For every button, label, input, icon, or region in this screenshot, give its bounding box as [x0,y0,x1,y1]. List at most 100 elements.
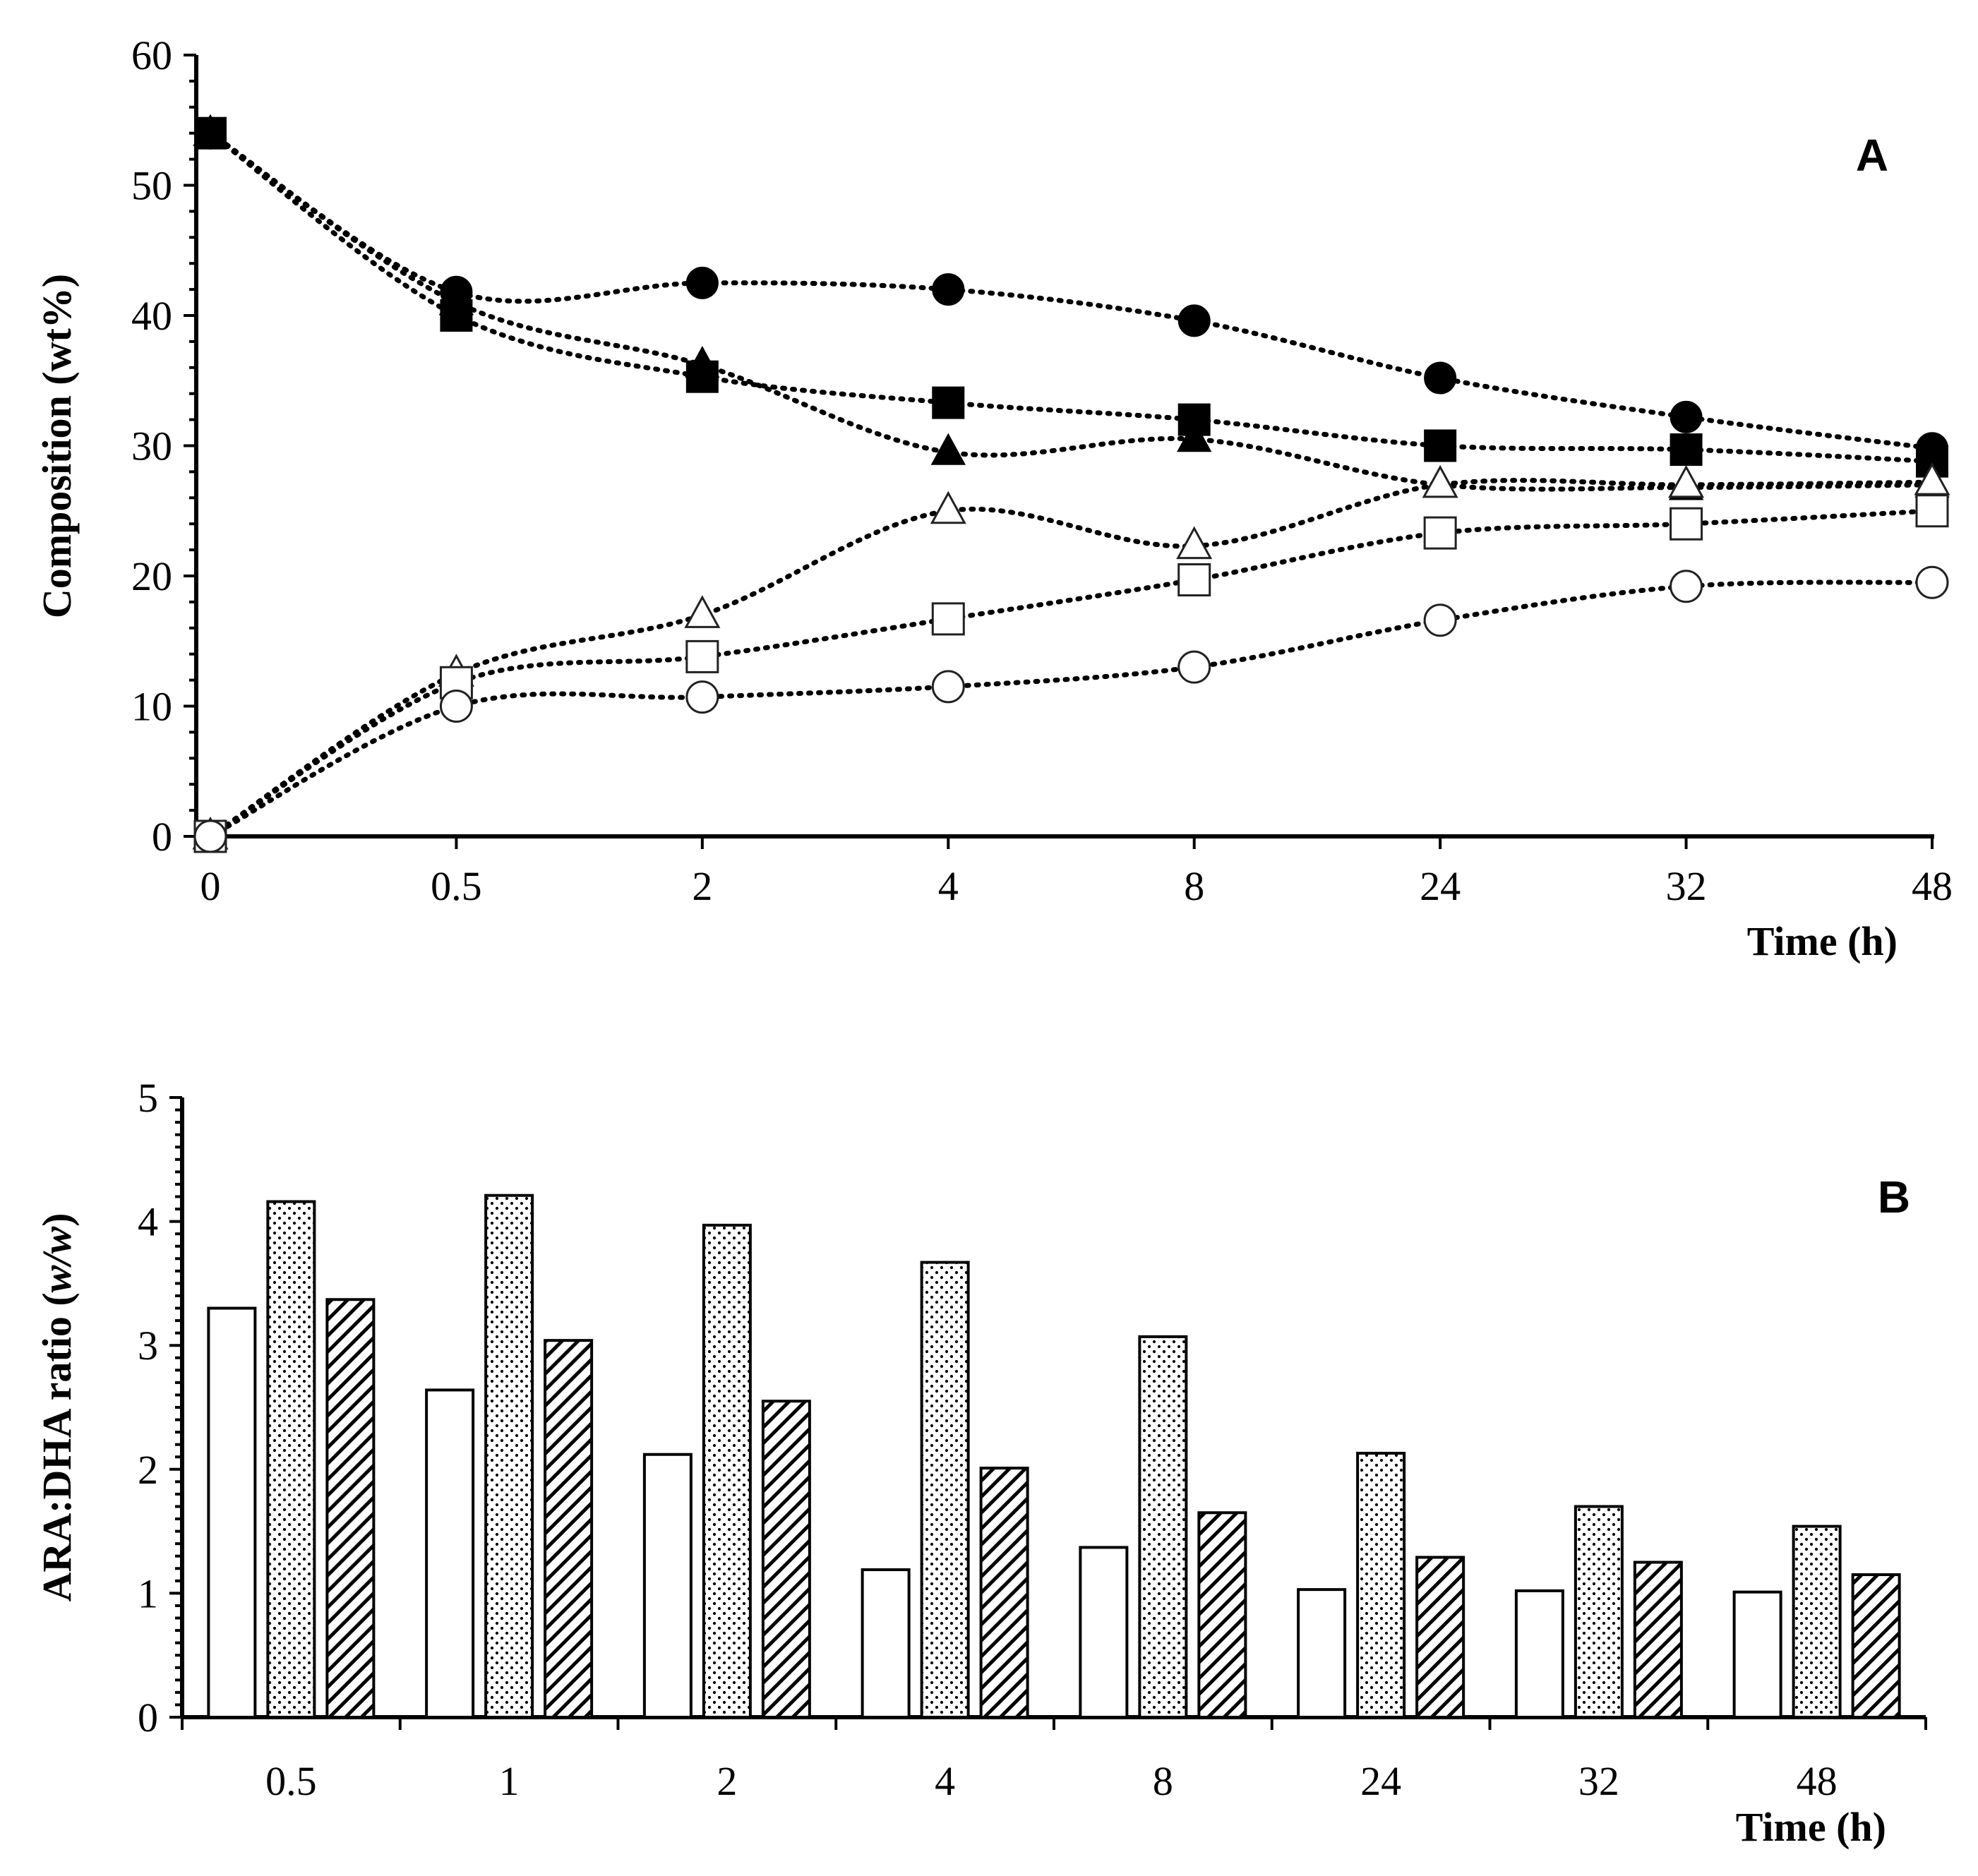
data-point-filled-circle [1177,304,1211,337]
panel-b-x-tick-label: 48 [1797,1758,1838,1804]
data-point-open-circle [1670,570,1703,603]
panel-a-y-tick-label: 60 [131,32,172,78]
data-point-filled-triangle [193,114,228,146]
panel-b-x-tick-label: 2 [717,1758,737,1804]
panel-b-x-tick-label: 0.5 [265,1758,317,1804]
bar-dotted [702,1223,752,1719]
bar-open [642,1453,693,1719]
panel-b-y-tick-label: 2 [138,1447,158,1493]
data-point-open-triangle [684,595,721,628]
data-point-open-triangle [1668,464,1705,498]
panel-b-y-axis-title-suffix: ) [34,1213,80,1227]
bar-open [861,1568,911,1719]
data-point-open-circle [1177,650,1211,684]
data-point-filled-square [1424,429,1457,462]
panel-b-y-axis-title-prefix: ARA:DHA ratio ( [34,1292,80,1601]
panel-a-y-tick-label: 10 [131,684,172,730]
data-point-filled-triangle [438,283,474,315]
panel-a-y-tick-label: 0 [152,814,172,860]
bar-open [1079,1546,1129,1719]
panel-b-y-tick-label: 4 [138,1199,158,1245]
data-point-open-square [1670,507,1703,541]
panel-b-y-axis-title-italic: w/w [34,1227,80,1293]
panel-a-x-tick-label: 48 [1912,863,1953,909]
bar-hatched [979,1467,1029,1719]
series-line-open-square [208,508,1935,839]
bar-dotted [1138,1335,1188,1719]
panel-a-y-tick-label: 20 [131,553,172,599]
bar-dotted [920,1261,970,1719]
data-point-open-circle [1915,565,1949,599]
data-point-filled-triangle [1177,420,1212,452]
panel-b-x-tick-label: 32 [1578,1758,1619,1804]
data-point-open-circle [1423,603,1457,637]
data-point-open-triangle [1422,464,1458,498]
bar-dotted [1356,1451,1406,1719]
series-line-open-circle [208,579,1935,839]
data-point-open-square [685,639,719,673]
bar-dotted [266,1200,316,1719]
panel-b-x-axis-title: Time (h) [1736,1804,1886,1850]
panel-b-x-tick-label: 8 [1153,1758,1173,1804]
bar-hatched [1851,1573,1901,1719]
panel-b-y-tick-label: 5 [138,1075,158,1121]
panel-a-x-axis-title: Time (h) [1747,918,1898,964]
data-point-open-triangle [1914,462,1950,495]
panel-b-label: B [1878,1172,1910,1222]
bar-dotted [1792,1525,1842,1719]
data-point-filled-square [932,386,965,419]
panel-b-x-tick-label: 24 [1360,1758,1401,1804]
panel-b-y-tick-label: 3 [138,1323,158,1369]
data-point-filled-triangle [930,433,966,465]
data-point-filled-triangle [685,346,720,378]
panel-a-label: A [1856,130,1888,181]
panel-a-x-tick-label: 0 [200,863,221,909]
data-point-open-triangle [930,491,966,524]
panel-b-x-tick-label: 4 [935,1758,955,1804]
bar-hatched [1415,1556,1465,1719]
bar-dotted [1574,1505,1624,1719]
panel-a-y-tick-label: 40 [131,293,172,339]
data-point-filled-circle [1670,400,1703,433]
data-point-open-square [931,602,965,636]
panel-a-x-tick-label: 24 [1420,863,1461,909]
bar-open [1732,1590,1782,1719]
data-point-filled-circle [685,266,719,299]
data-point-open-circle [439,690,473,723]
data-point-open-triangle [1176,526,1213,560]
panel-b-y-tick-label: 1 [138,1570,158,1616]
data-point-open-circle [685,680,719,714]
panel-a-x-tick-label: 2 [692,863,712,909]
bar-open [425,1388,475,1719]
bar-hatched [325,1298,376,1719]
bar-open [1297,1588,1347,1719]
panel-a-x-tick-label: 8 [1184,863,1204,909]
data-point-open-square [1177,563,1211,597]
panel-a-y-tick-label: 50 [131,163,172,209]
panel-a-x-tick-label: 32 [1666,863,1707,909]
panel-a-y-axis-title: Composition (wt%) [34,274,80,618]
data-point-filled-circle [932,273,965,306]
panel-b-x-tick-label: 1 [499,1758,520,1804]
series-line-open-triangle [208,478,1935,839]
bar-open [1514,1589,1564,1719]
data-point-filled-circle [1424,361,1457,395]
bar-open [207,1306,257,1719]
panel-a-x-tick-label: 4 [938,863,959,909]
data-point-filled-square [1670,433,1703,467]
bar-hatched [1633,1561,1683,1719]
bar-hatched [761,1400,811,1719]
panel-b-y-tick-label: 0 [138,1695,158,1740]
bar-dotted [484,1193,534,1719]
bar-hatched [544,1339,594,1719]
panel-a-y-tick-label: 30 [131,423,172,469]
bar-hatched [1197,1511,1247,1719]
panel-b-y-axis-title: ARA:DHA ratio (w/w) [34,1213,80,1602]
data-point-open-circle [193,819,227,853]
data-point-open-square [1915,494,1949,528]
panel-a-x-tick-label: 0.5 [431,863,482,909]
data-point-open-square [1423,516,1457,550]
